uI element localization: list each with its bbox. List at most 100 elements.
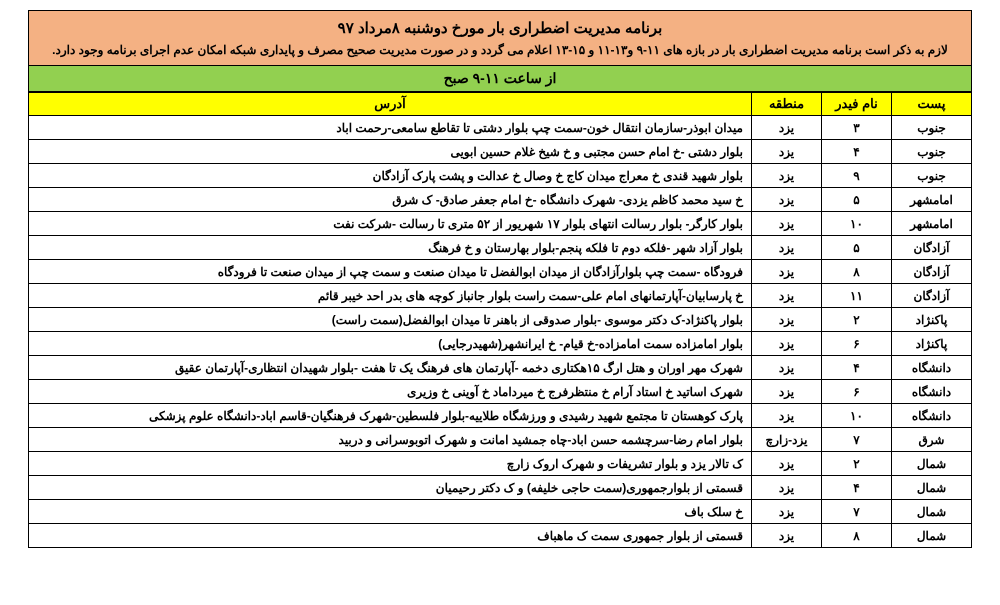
schedule-document: برنامه مدیریت اضطراری بار مورخ دوشنبه ۸م… — [0, 0, 1000, 558]
cell-post: آزادگان — [892, 284, 972, 308]
cell-post: آزادگان — [892, 260, 972, 284]
cell-feeder: ۲ — [822, 452, 892, 476]
cell-address: فرودگاه -سمت چپ بلوارآزادگان از میدان اب… — [29, 260, 752, 284]
cell-region: یزد-زارچ — [752, 428, 822, 452]
cell-post: پاکنژاد — [892, 308, 972, 332]
table-row: جنوب۳یزدمیدان ابوذر-سازمان انتقال خون-سم… — [29, 116, 972, 140]
time-band: از ساعت ۱۱-۹ صبح — [28, 66, 972, 92]
cell-address: ک تالار یزد و بلوار تشریفات و شهرک اروک … — [29, 452, 752, 476]
cell-region: یزد — [752, 308, 822, 332]
cell-post: دانشگاه — [892, 404, 972, 428]
cell-address: پارک کوهستان تا مجتمع شهید رشیدی و ورزشگ… — [29, 404, 752, 428]
cell-feeder: ۷ — [822, 428, 892, 452]
cell-address: خ سید محمد کاظم یزدی- شهرک دانشگاه -خ ام… — [29, 188, 752, 212]
col-feeder: نام فیدر — [822, 93, 892, 116]
table-row: شمال۷یزدخ سلک باف — [29, 500, 972, 524]
cell-post: جنوب — [892, 116, 972, 140]
table-row: امامشهر۱۰یزدبلوار کارگر- بلوار رسالت انت… — [29, 212, 972, 236]
cell-post: امامشهر — [892, 212, 972, 236]
cell-region: یزد — [752, 236, 822, 260]
table-row: جنوب۹یزدبلوار شهید قندی خ معراج میدان کا… — [29, 164, 972, 188]
cell-feeder: ۴ — [822, 356, 892, 380]
table-row: دانشگاه۶یزدشهرک اساتید خ استاد آرام خ من… — [29, 380, 972, 404]
col-address: آدرس — [29, 93, 752, 116]
cell-feeder: ۳ — [822, 116, 892, 140]
cell-post: شمال — [892, 500, 972, 524]
cell-feeder: ۹ — [822, 164, 892, 188]
cell-address: بلوار دشتی -خ امام حسن مجتبی و خ شیخ غلا… — [29, 140, 752, 164]
cell-region: یزد — [752, 116, 822, 140]
table-row: آزادگان۵یزدبلوار آزاد شهر -فلکه دوم تا ف… — [29, 236, 972, 260]
col-region: منطقه — [752, 93, 822, 116]
cell-post: جنوب — [892, 164, 972, 188]
cell-region: یزد — [752, 452, 822, 476]
cell-post: شمال — [892, 452, 972, 476]
table-row: شمال۲یزدک تالار یزد و بلوار تشریفات و شه… — [29, 452, 972, 476]
cell-address: شهرک مهر اوران و هتل ارگ ۱۵هکتاری دخمه -… — [29, 356, 752, 380]
cell-feeder: ۱۰ — [822, 404, 892, 428]
cell-feeder: ۵ — [822, 188, 892, 212]
title-box: برنامه مدیریت اضطراری بار مورخ دوشنبه ۸م… — [28, 10, 972, 66]
cell-feeder: ۴ — [822, 476, 892, 500]
table-row: شمال۴یزدقسمتی از بلوارجمهوری(سمت حاجی خل… — [29, 476, 972, 500]
cell-feeder: ۱۱ — [822, 284, 892, 308]
cell-region: یزد — [752, 284, 822, 308]
cell-post: امامشهر — [892, 188, 972, 212]
table-row: پاکنژاد۶یزدبلوار امامزاده سمت امامزاده-خ… — [29, 332, 972, 356]
table-row: شمال۸یزدقسمتی از بلوار جمهوری سمت ک ماهب… — [29, 524, 972, 548]
title-main: برنامه مدیریت اضطراری بار مورخ دوشنبه ۸م… — [35, 19, 965, 37]
col-post: پست — [892, 93, 972, 116]
cell-feeder: ۶ — [822, 332, 892, 356]
cell-feeder: ۴ — [822, 140, 892, 164]
cell-feeder: ۶ — [822, 380, 892, 404]
table-row: آزادگان۸یزدفرودگاه -سمت چپ بلوارآزادگان … — [29, 260, 972, 284]
cell-address: بلوار کارگر- بلوار رسالت انتهای بلوار ۱۷… — [29, 212, 752, 236]
cell-region: یزد — [752, 476, 822, 500]
header-row: پست نام فیدر منطقه آدرس — [29, 93, 972, 116]
cell-region: یزد — [752, 524, 822, 548]
cell-address: قسمتی از بلوارجمهوری(سمت حاجی خلیفه) و ک… — [29, 476, 752, 500]
cell-post: شمال — [892, 524, 972, 548]
schedule-table: پست نام فیدر منطقه آدرس جنوب۳یزدمیدان اب… — [28, 92, 972, 548]
table-row: جنوب۴یزدبلوار دشتی -خ امام حسن مجتبی و خ… — [29, 140, 972, 164]
table-row: پاکنژاد۲یزدبلوار پاکنژاد-ک دکتر موسوی -ب… — [29, 308, 972, 332]
cell-region: یزد — [752, 356, 822, 380]
table-row: شرق۷یزد-زارچبلوار امام رضا-سرچشمه حسن اب… — [29, 428, 972, 452]
cell-feeder: ۵ — [822, 236, 892, 260]
cell-post: آزادگان — [892, 236, 972, 260]
cell-post: دانشگاه — [892, 380, 972, 404]
title-sub: لازم به ذکر است برنامه مدیریت اضطراری با… — [35, 43, 965, 57]
cell-post: شرق — [892, 428, 972, 452]
cell-region: یزد — [752, 140, 822, 164]
table-row: آزادگان۱۱یزدخ پارسابیان-آپارتمانهای امام… — [29, 284, 972, 308]
cell-post: دانشگاه — [892, 356, 972, 380]
cell-region: یزد — [752, 188, 822, 212]
cell-feeder: ۸ — [822, 524, 892, 548]
cell-feeder: ۸ — [822, 260, 892, 284]
cell-address: بلوار امامزاده سمت امامزاده-خ قیام- خ ای… — [29, 332, 752, 356]
cell-address: قسمتی از بلوار جمهوری سمت ک ماهباف — [29, 524, 752, 548]
cell-address: بلوار پاکنژاد-ک دکتر موسوی -بلوار صدوقی … — [29, 308, 752, 332]
cell-address: بلوار امام رضا-سرچشمه حسن اباد-چاه جمشید… — [29, 428, 752, 452]
cell-address: خ پارسابیان-آپارتمانهای امام علی-سمت راس… — [29, 284, 752, 308]
cell-feeder: ۲ — [822, 308, 892, 332]
cell-region: یزد — [752, 404, 822, 428]
table-row: امامشهر۵یزدخ سید محمد کاظم یزدی- شهرک دا… — [29, 188, 972, 212]
cell-feeder: ۷ — [822, 500, 892, 524]
cell-post: پاکنژاد — [892, 332, 972, 356]
cell-address: بلوار شهید قندی خ معراج میدان کاج خ وصال… — [29, 164, 752, 188]
cell-address: بلوار آزاد شهر -فلکه دوم تا فلکه پنجم-بل… — [29, 236, 752, 260]
cell-region: یزد — [752, 260, 822, 284]
cell-feeder: ۱۰ — [822, 212, 892, 236]
cell-address: میدان ابوذر-سازمان انتقال خون-سمت چپ بلو… — [29, 116, 752, 140]
cell-region: یزد — [752, 380, 822, 404]
cell-region: یزد — [752, 164, 822, 188]
cell-address: خ سلک باف — [29, 500, 752, 524]
table-row: دانشگاه۴یزدشهرک مهر اوران و هتل ارگ ۱۵هک… — [29, 356, 972, 380]
cell-region: یزد — [752, 212, 822, 236]
cell-address: شهرک اساتید خ استاد آرام خ منتظرفرج خ می… — [29, 380, 752, 404]
table-row: دانشگاه۱۰یزدپارک کوهستان تا مجتمع شهید ر… — [29, 404, 972, 428]
cell-region: یزد — [752, 500, 822, 524]
cell-post: شمال — [892, 476, 972, 500]
cell-region: یزد — [752, 332, 822, 356]
